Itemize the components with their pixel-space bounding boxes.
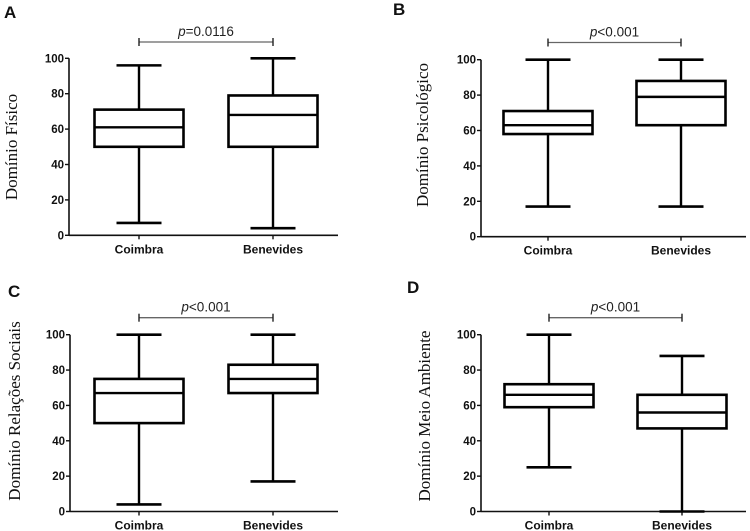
panel-c: C Domínio Relações Sociais 0 20 40 60 80 100 Coi…	[5, 282, 338, 531]
p-value: <0.001	[189, 300, 231, 315]
x-tick-label: Coimbra	[115, 242, 164, 256]
x-tick-label: Benevides	[651, 244, 711, 258]
box-coimbra	[93, 64, 185, 225]
y-axis-label: Domínio Meio Ambiente	[415, 331, 434, 502]
y-tick-label: 0	[470, 507, 476, 519]
x-tick-label: Benevides	[243, 519, 303, 531]
box-benevides	[636, 354, 728, 513]
box-benevides	[635, 58, 727, 208]
y-axis-label: Domínio Relações Sociais	[5, 321, 24, 500]
y-tick-label: 60	[51, 124, 64, 136]
x-tick-label: Coimbra	[525, 519, 574, 531]
y-tick-label: 100	[457, 330, 476, 342]
y-tick-label: 80	[463, 90, 476, 102]
panel-d: D Domínio Meio Ambiente 0 20 40 60 80 100 Coimbr…	[407, 278, 746, 531]
y-tick-label: 40	[51, 160, 64, 172]
y-tick-label: 0	[59, 507, 65, 519]
p-value: <0.001	[598, 300, 640, 315]
p-value-annotation: p<0.001	[589, 25, 639, 40]
p-symbol: p	[589, 25, 598, 40]
box-benevides	[227, 333, 319, 483]
box-benevides	[227, 56, 319, 230]
y-tick-label: 100	[46, 330, 65, 342]
y-tick-label: 80	[52, 365, 65, 377]
iqr-box	[93, 377, 185, 425]
iqr-box	[502, 109, 594, 136]
y-tick-label: 80	[463, 365, 476, 377]
y-tick-label: 0	[470, 232, 476, 244]
p-value-annotation: p<0.001	[180, 300, 230, 315]
y-tick-label: 60	[52, 400, 65, 412]
y-tick-label: 40	[463, 436, 476, 448]
y-tick-label: 100	[457, 55, 476, 67]
p-value: =0.0116	[186, 24, 234, 39]
panel-letter: A	[4, 3, 16, 22]
y-tick-label: 60	[463, 400, 476, 412]
p-symbol: p	[590, 300, 599, 315]
p-symbol: p	[177, 24, 186, 39]
panel-a: A Domínio Físico 0 20 40 60 80 100 Coimbra Benevi…	[2, 3, 338, 256]
y-tick-label: 100	[45, 53, 64, 65]
box-coimbra	[502, 58, 594, 208]
y-tick-label: 20	[51, 195, 64, 207]
panel-letter: C	[8, 282, 20, 301]
y-tick-label: 0	[58, 230, 64, 242]
y-tick-label: 20	[52, 471, 65, 483]
y-axis-label: Domínio Psicológico	[413, 63, 432, 207]
y-tick-label: 80	[51, 89, 64, 101]
p-symbol: p	[180, 300, 189, 315]
x-tick-label: Benevides	[652, 519, 712, 531]
iqr-box	[227, 94, 319, 149]
iqr-box	[635, 79, 727, 127]
panel-b: B Domínio Psicológico 0 20 40 60 80 100 Coimbra B…	[393, 0, 746, 258]
panel-letter: B	[393, 0, 405, 19]
box-coimbra	[93, 333, 185, 506]
box-coimbra	[503, 333, 595, 469]
x-tick-label: Benevides	[243, 242, 303, 256]
y-tick-label: 20	[463, 196, 476, 208]
x-tick-label: Coimbra	[524, 244, 573, 258]
x-tick-label: Coimbra	[115, 519, 164, 531]
y-tick-label: 40	[52, 436, 65, 448]
y-tick-label: 60	[463, 126, 476, 138]
p-value-annotation: p=0.0116	[177, 24, 234, 39]
p-value-annotation: p<0.001	[590, 300, 640, 315]
y-tick-label: 40	[463, 161, 476, 173]
p-value: <0.001	[597, 25, 639, 40]
panel-letter: D	[407, 278, 419, 297]
y-tick-label: 20	[463, 471, 476, 483]
y-axis-label: Domínio Físico	[2, 94, 21, 200]
